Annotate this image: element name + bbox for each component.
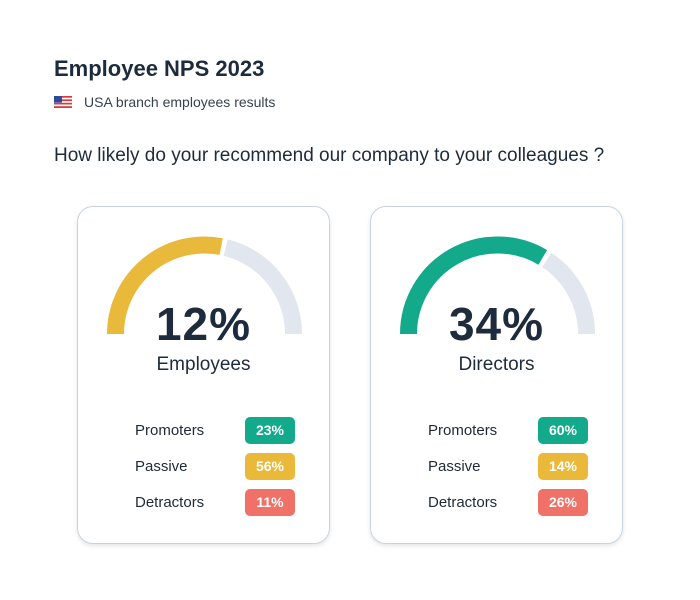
subtitle: USA branch employees results [84,94,276,110]
usa-flag-icon [54,96,72,108]
breakdown-label: Promoters [135,422,205,439]
detractors-badge: 26% [538,489,588,516]
group-label: Employees [156,354,251,375]
nps-card-directors: 34% Directors Promoters 60% Passive 14% … [370,206,623,544]
detractors-badge: 11% [245,489,295,516]
breakdown-row-promoters: Promoters 23% [135,417,295,444]
survey-question: How likely do your recommend our company… [54,145,605,166]
breakdown-label: Passive [428,458,481,475]
passive-badge: 56% [245,453,295,480]
gauge-track [541,252,595,335]
breakdown-list: Promoters 23% Passive 56% Detractors 11% [135,417,295,525]
page-title: Employee NPS 2023 [54,56,265,81]
breakdown-row-promoters: Promoters 60% [428,417,588,444]
breakdown-label: Passive [135,458,188,475]
nps-value: 12% [155,298,252,350]
promoters-badge: 23% [245,417,295,444]
breakdown-label: Detractors [428,494,498,511]
gauge-fill [400,236,548,335]
group-label: Directors [458,354,535,375]
nps-card-employees: 12% Employees Promoters 23% Passive 56% … [77,206,330,544]
gauge-track [223,239,302,335]
gauge-fill [107,236,223,335]
nps-value: 34% [448,298,545,350]
breakdown-row-passive: Passive 56% [135,453,295,480]
breakdown-row-passive: Passive 14% [428,453,588,480]
breakdown-row-detractors: Detractors 11% [135,489,295,516]
promoters-badge: 60% [538,417,588,444]
breakdown-list: Promoters 60% Passive 14% Detractors 26% [428,417,588,525]
gauge-directors [400,236,595,335]
breakdown-row-detractors: Detractors 26% [428,489,588,516]
breakdown-label: Promoters [428,422,498,439]
breakdown-label: Detractors [135,494,205,511]
subtitle-row: USA branch employees results [54,94,275,110]
passive-badge: 14% [538,453,588,480]
gauge-employees [107,236,302,335]
